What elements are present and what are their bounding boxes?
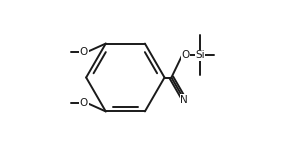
Text: N: N bbox=[180, 95, 188, 105]
Text: Si: Si bbox=[195, 50, 205, 60]
Text: O: O bbox=[80, 98, 88, 108]
Text: O: O bbox=[80, 47, 88, 57]
Text: O: O bbox=[181, 50, 189, 60]
